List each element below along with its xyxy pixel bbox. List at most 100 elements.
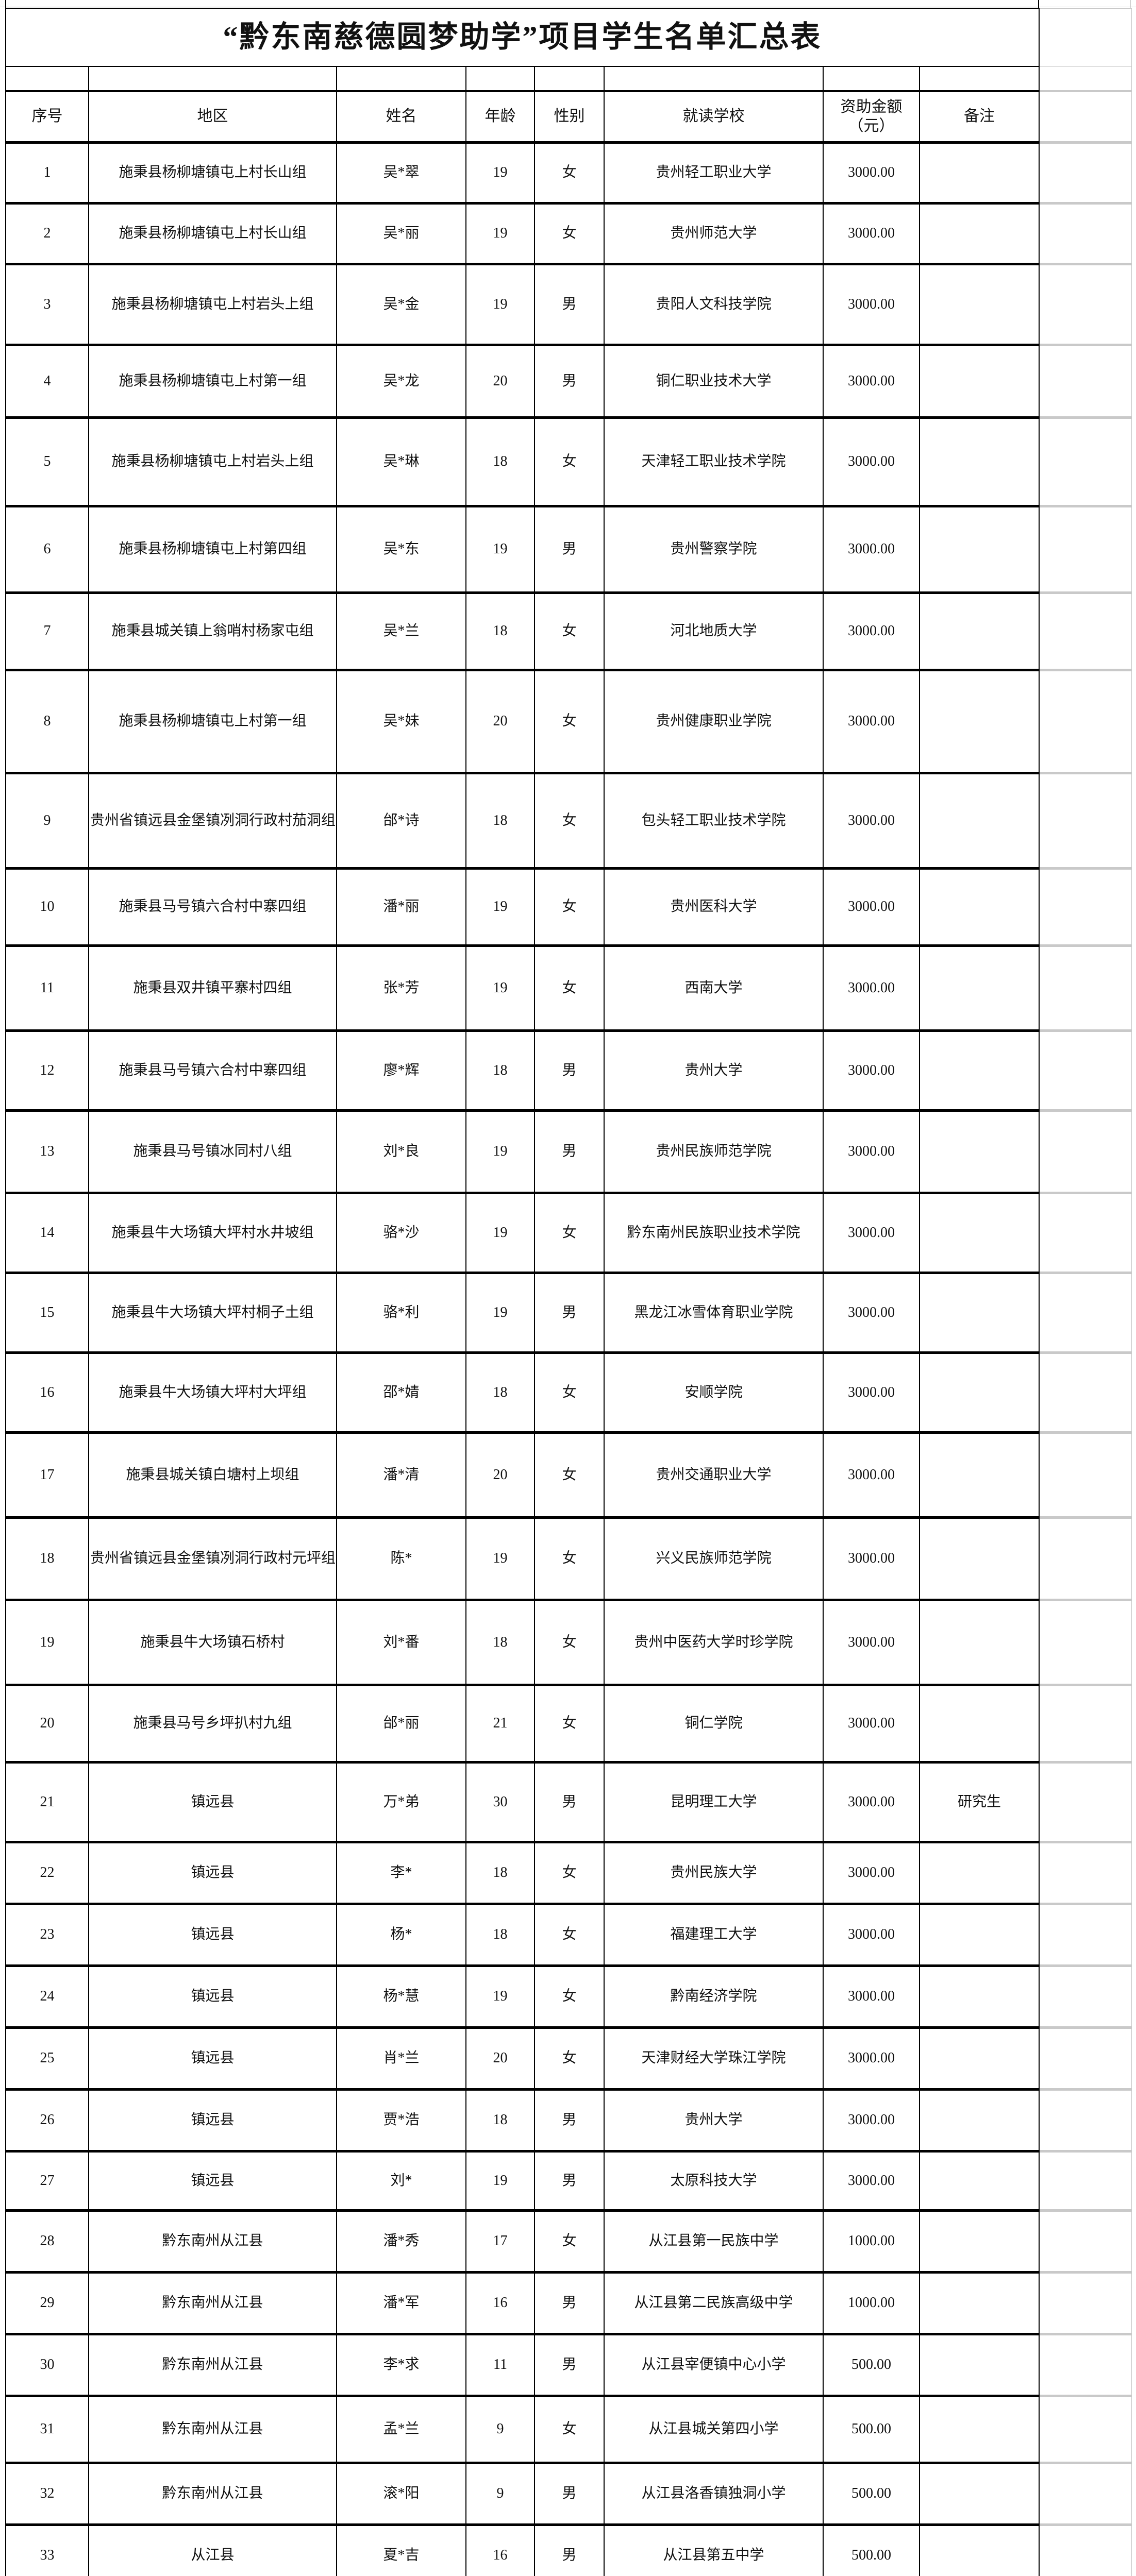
table-head-section: “黔东南慈德圆梦助学”项目学生名单汇总表 序号 地区 姓名 年龄 性别 [5,8,1132,144]
ghost-cell [1039,668,1132,774]
ghost-cell [1039,1516,1132,1601]
cell-no: 20 [5,1683,89,1764]
cell-age: 19 [465,201,535,265]
table-row: 10 施秉县马号镇六合村中寨四组 潘*丽 19 女贵州医科大学 3000.00 [5,867,1132,947]
cell-region: 施秉县杨柳塘镇屯上村岩头上组 [88,262,337,346]
table-row: 4 施秉县杨柳塘镇屯上村第一组 吴*龙 20 男铜仁职业技术大学 3000.00 [5,343,1132,419]
ghost-cell [1039,1271,1132,1354]
cell-gender: 男 [534,2523,605,2576]
col-header-gender: 性别 [534,90,605,144]
cell-age: 19 [465,1271,535,1354]
cell-no: 15 [5,1271,89,1354]
cell-gender: 女 [534,416,605,507]
table-row: 29 黔东南州从江县 潘*军 16 男从江县第二民族高级中学 1000.00 [5,2270,1132,2335]
cell-no: 26 [5,2088,89,2153]
table-row: 1 施秉县杨柳塘镇屯上村长山组 吴*翠 19 女贵州轻工职业大学 3000.00 [5,141,1132,205]
cell-note [918,2088,1040,2153]
title-row: “黔东南慈德圆梦助学”项目学生名单汇总表 [5,8,1132,67]
cell-school: 贵阳人文科技学院 [604,262,824,346]
cell-note [918,1902,1040,1967]
cell-school: 贵州中医药大学时珍学院 [604,1598,824,1686]
cell-amount: 3000.00 [823,2026,920,2091]
cell-amount: 3000.00 [823,1840,920,1905]
cell-name: 潘*军 [336,2270,466,2335]
cell-school: 天津财经大学珠江学院 [604,2026,824,2091]
cell-gender: 女 [534,2394,605,2464]
cell-age: 9 [465,2461,535,2526]
col-header-index: 序号 [5,90,89,144]
cell-gender: 男 [534,2088,605,2153]
ghost-cell [1039,504,1132,594]
cell-amount: 3000.00 [823,1760,920,1843]
cell-age: 17 [465,2209,535,2274]
table-row: 26 镇远县 贾*浩 18 男贵州大学 3000.00 [5,2088,1132,2153]
cell-gender: 女 [534,591,605,671]
cell-name: 肖*兰 [336,2026,466,2091]
cell-region: 镇远县 [88,1964,337,2029]
ghost-cell [1039,2209,1132,2274]
cell-name: 杨* [336,1902,466,1967]
cell-region: 施秉县马号乡坪扒村九组 [88,1683,337,1764]
cell-name: 夏*吉 [336,2523,466,2576]
ghost-cell [1039,2270,1132,2335]
cell-note [918,1964,1040,2029]
cell-school: 从江县第二民族高级中学 [604,2270,824,2335]
cell-amount: 3000.00 [823,1902,920,1967]
cell-amount: 500.00 [823,2332,920,2397]
ghost-cell [1039,944,1132,1032]
cell-amount: 500.00 [823,2394,920,2464]
col-header-school: 就读学校 [604,90,824,144]
cell-name: 贾*浩 [336,2088,466,2153]
cell-region: 黔东南州从江县 [88,2461,337,2526]
cell-note [918,944,1040,1032]
table-body: 1 施秉县杨柳塘镇屯上村长山组 吴*翠 19 女贵州轻工职业大学 3000.00 2 施秉县杨… [5,141,1132,2576]
cell-gender: 女 [534,771,605,870]
cell-school: 兴义民族师范学院 [604,1516,824,1601]
cell-name: 杨*慧 [336,1964,466,2029]
cell-age: 16 [465,2523,535,2576]
cell-name: 万*弟 [336,1760,466,1843]
cell-note [918,668,1040,774]
cell-region: 施秉县牛大场镇大坪村桐子土组 [88,1271,337,1354]
cell-region: 镇远县 [88,2088,337,2153]
cell-amount: 3000.00 [823,1029,920,1112]
cell-age: 16 [465,2270,535,2335]
cell-gender: 男 [534,262,605,346]
spacer-cell [88,66,337,92]
cell-age: 30 [465,1760,535,1843]
cell-amount: 3000.00 [823,1431,920,1519]
ghost-cell [1039,262,1132,346]
cell-name: 李* [336,1840,466,1905]
cell-amount: 3000.00 [823,1598,920,1686]
cell-gender: 女 [534,1431,605,1519]
cell-school: 黑龙江冰雪体育职业学院 [604,1271,824,1354]
cell-school: 贵州健康职业学院 [604,668,824,774]
cell-no: 2 [5,201,89,265]
table-row: 14 施秉县牛大场镇大坪村水井坡组 骆*沙 19 女黔东南州民族职业技术学院 3000.0… [5,1191,1132,1274]
cell-gender: 男 [534,1271,605,1354]
table-row: 32 黔东南州从江县 滚*阳 9 男从江县洛香镇独洞小学 500.00 [5,2461,1132,2526]
cell-note [918,771,1040,870]
cell-region: 施秉县牛大场镇大坪村水井坡组 [88,1191,337,1274]
cell-no: 25 [5,2026,89,2091]
cell-note [918,2026,1040,2091]
cell-name: 滚*阳 [336,2461,466,2526]
cell-no: 29 [5,2270,89,2335]
table-row: 20 施秉县马号乡坪扒村九组 邰*丽 21 女铜仁学院 3000.00 [5,1683,1132,1764]
ghost-cell [1039,8,1132,67]
cell-note [918,2149,1040,2212]
table-row: 7 施秉县城关镇上翁哨村杨家屯组 吴*兰 18 女河北地质大学 3000.00 [5,591,1132,671]
cell-region: 施秉县马号镇冰同村八组 [88,1109,337,1194]
cell-name: 吴*妹 [336,668,466,774]
cell-gender: 女 [534,1683,605,1764]
cell-age: 19 [465,262,535,346]
cell-name: 吴*翠 [336,141,466,205]
cell-no: 22 [5,1840,89,1905]
ghost-cell [1039,91,1132,143]
cell-no: 9 [5,771,89,870]
cell-no: 1 [5,141,89,205]
cell-age: 18 [465,591,535,671]
cell-school: 昆明理工大学 [604,1760,824,1843]
cell-gender: 女 [534,944,605,1032]
